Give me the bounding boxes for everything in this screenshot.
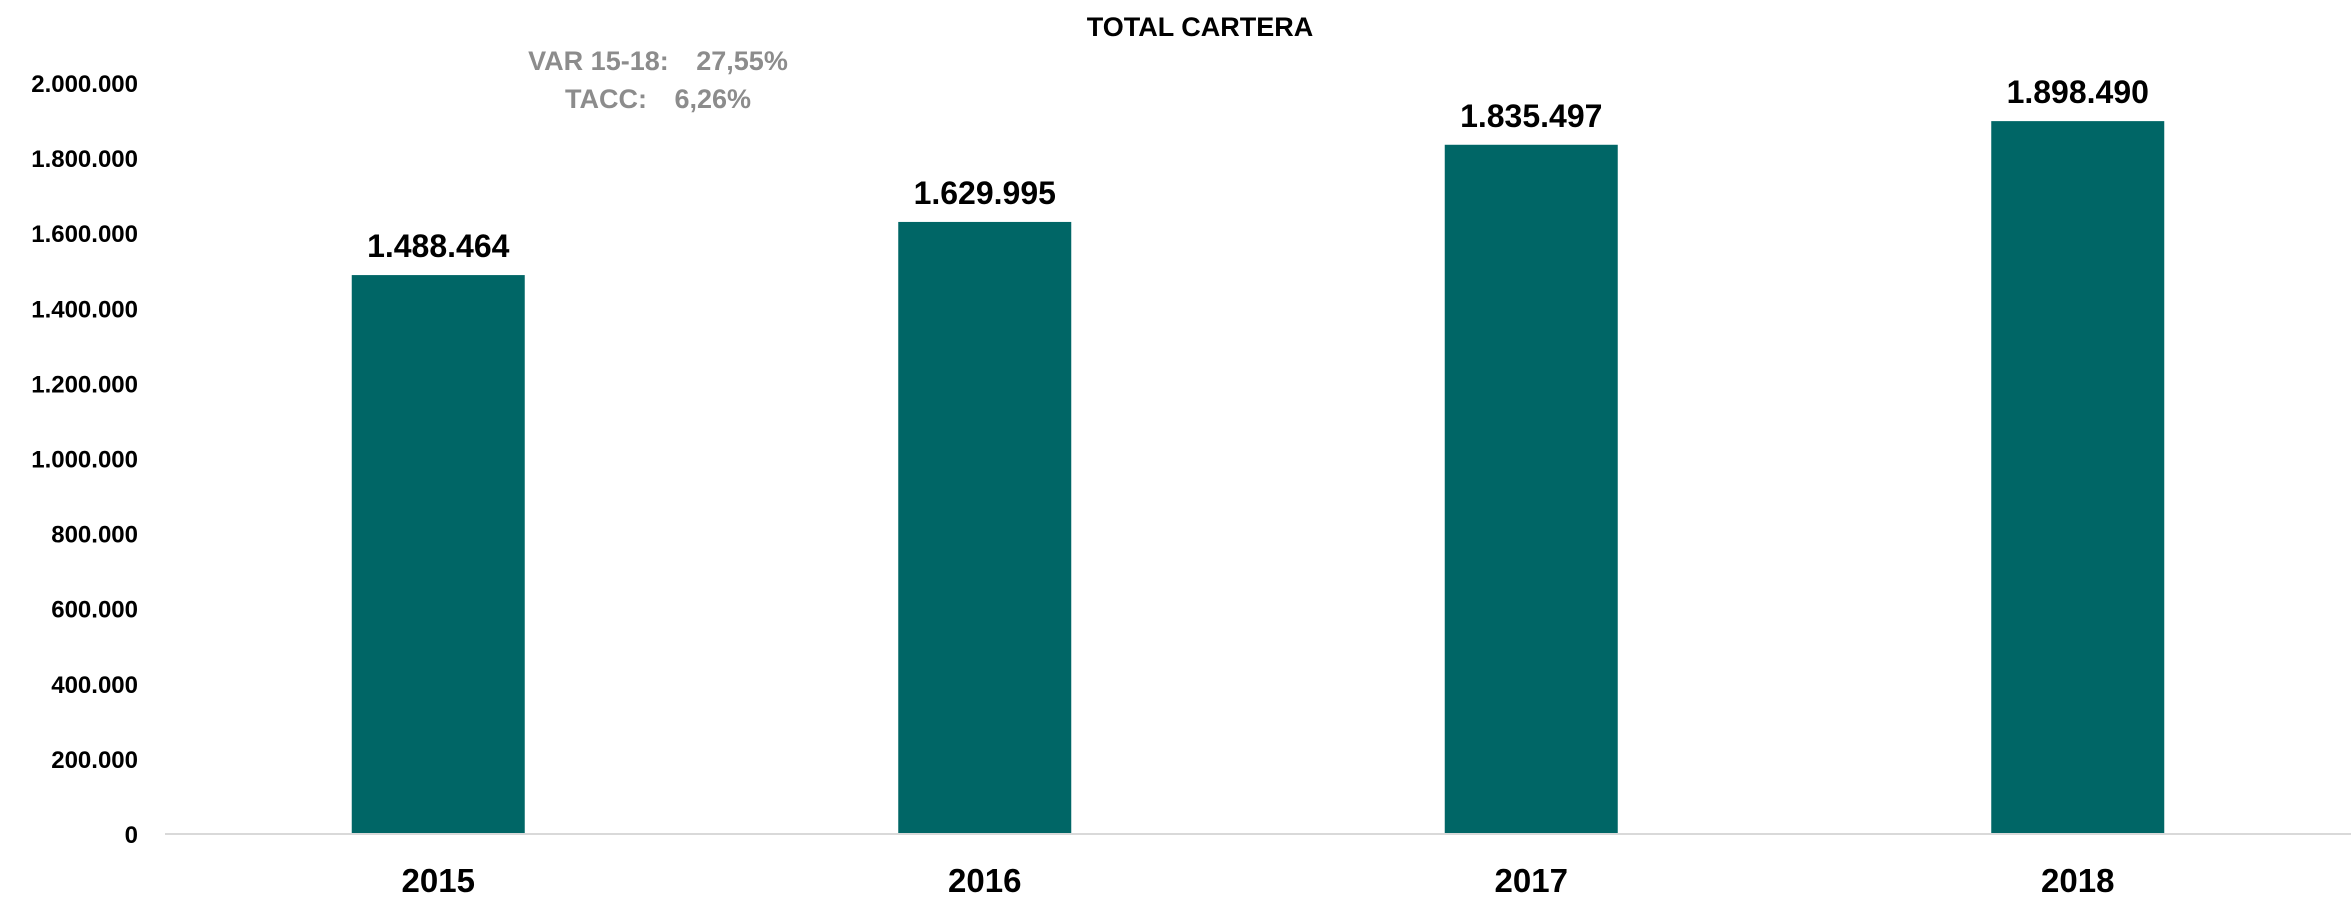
annotation-tacc-label: TACC: — [565, 84, 647, 114]
bar-2015 — [351, 275, 525, 834]
y-tick-label: 1.200.000 — [31, 371, 138, 398]
data-label-2017: 1.835.497 — [1460, 98, 1602, 134]
y-tick-label: 600.000 — [51, 597, 138, 624]
x-tick-label-2018: 2018 — [2041, 862, 2114, 898]
y-axis-tick-labels: 0 200.000 400.000 600.000 800.000 1.000.000 1.… — [31, 71, 138, 849]
bars-group — [351, 121, 2165, 834]
annotation-var-label: VAR 15-18: — [528, 46, 669, 76]
annotation-tacc: TACC: 6,26% — [565, 84, 751, 114]
y-tick-label: 400.000 — [51, 672, 138, 699]
annotation-var-value: 27,55% — [696, 46, 788, 76]
bar-2016 — [898, 221, 1072, 834]
bar-2018 — [1991, 121, 2165, 834]
y-tick-label: 200.000 — [51, 747, 138, 774]
x-tick-label-2016: 2016 — [948, 862, 1021, 898]
y-tick-label: 1.000.000 — [31, 447, 138, 474]
y-tick-label: 1.400.000 — [31, 296, 138, 323]
x-tick-label-2015: 2015 — [402, 862, 475, 898]
y-tick-label: 1.600.000 — [31, 221, 138, 248]
annotation-var: VAR 15-18: 27,55% — [528, 46, 788, 76]
data-label-2016: 1.629.995 — [914, 175, 1056, 211]
y-tick-label: 800.000 — [51, 522, 138, 549]
x-tick-label-2017: 2017 — [1495, 862, 1568, 898]
annotation-group: VAR 15-18: 27,55% TACC: 6,26% — [528, 46, 788, 114]
data-label-2018: 1.898.490 — [2007, 74, 2149, 110]
y-tick-label: 1.800.000 — [31, 146, 138, 173]
data-label-2015: 1.488.464 — [367, 228, 510, 264]
annotation-tacc-value: 6,26% — [674, 84, 751, 114]
bar-2017 — [1444, 144, 1618, 834]
data-labels-group: 1.488.464 1.629.995 1.835.497 1.898.490 — [367, 74, 2149, 264]
y-tick-label: 2.000.000 — [31, 71, 138, 98]
x-axis-tick-labels: 2015 2016 2017 2018 — [402, 862, 2115, 898]
y-tick-label: 0 — [125, 822, 138, 849]
chart-title: TOTAL CARTERA — [1087, 12, 1314, 42]
